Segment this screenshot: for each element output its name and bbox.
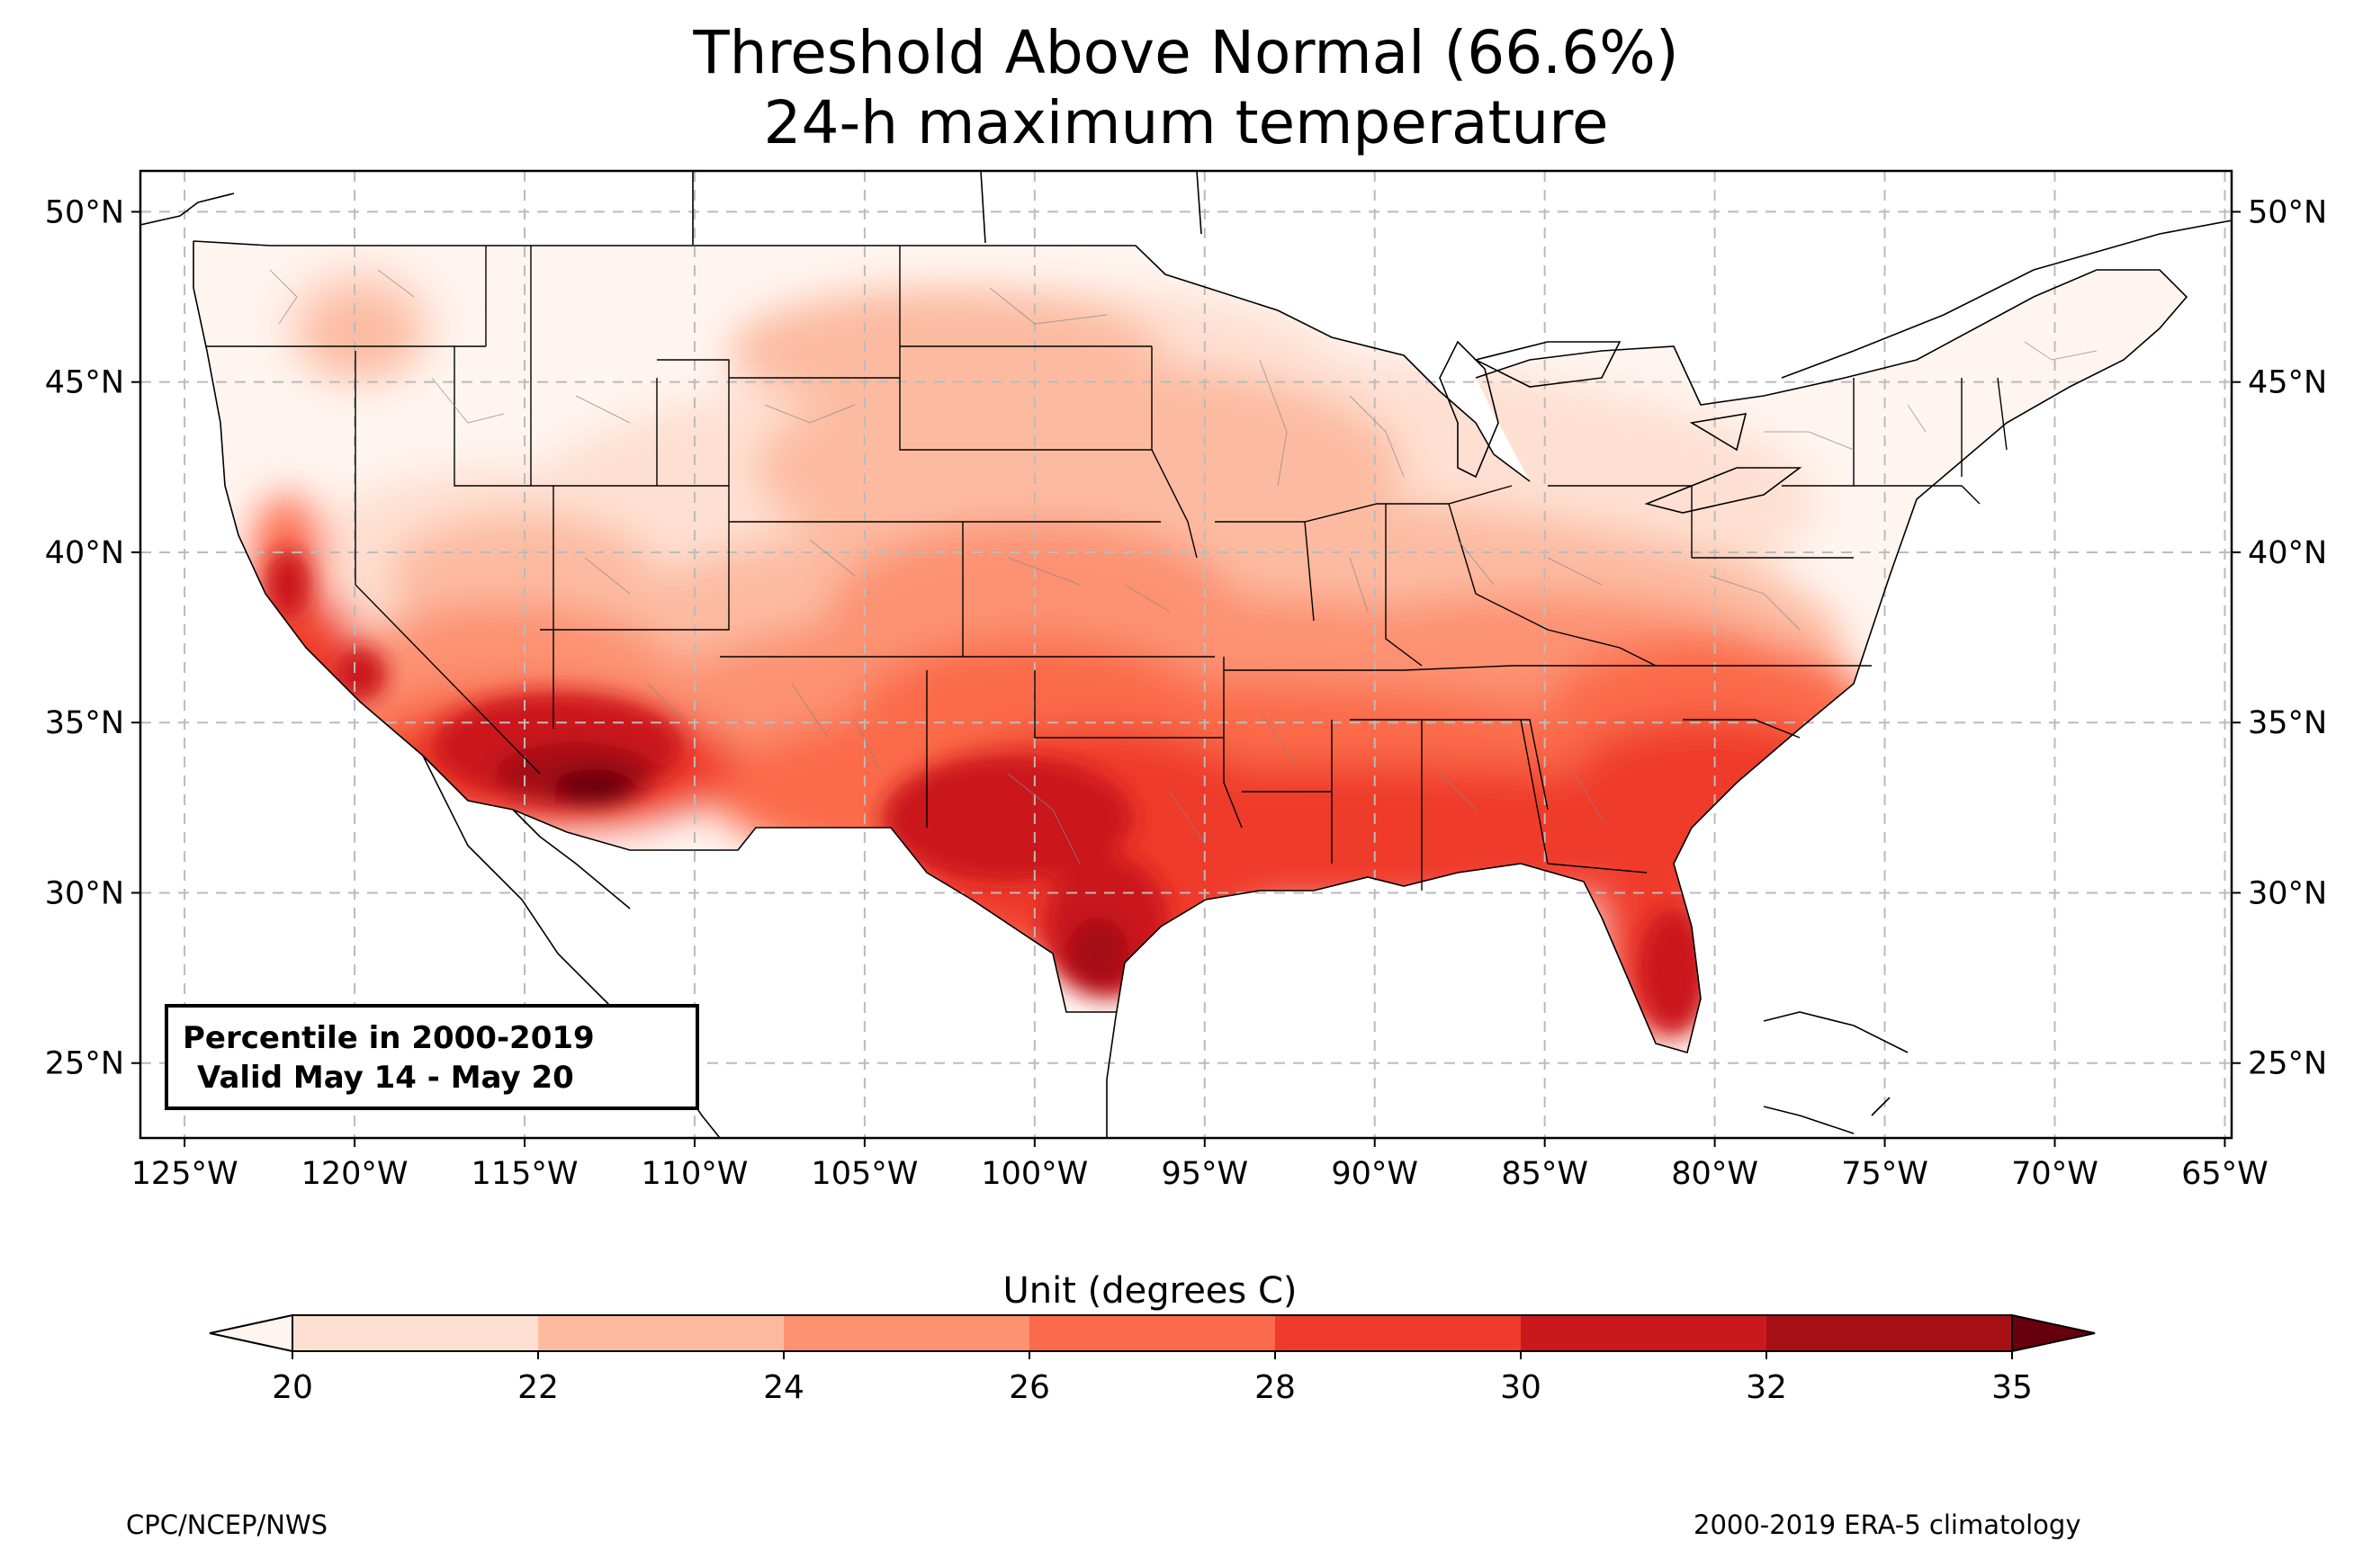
lat-tick-label-left: 30°N bbox=[45, 875, 124, 911]
lat-tick-label-right: 40°N bbox=[2248, 535, 2327, 571]
lat-tick-label-right: 35°N bbox=[2248, 705, 2327, 741]
colorbar-label: 35 bbox=[1991, 1369, 2033, 1406]
axis-ticks: 125°W 120°W 115°W 110°W 105°W 100°W 95°W 90°W 85… bbox=[45, 194, 2327, 1192]
lat-tick-label-right: 30°N bbox=[2248, 875, 2327, 911]
lon-tick-label: 100°W bbox=[981, 1156, 1088, 1192]
colorbar-extend-high bbox=[2011, 1313, 2096, 1353]
colorbar-segment bbox=[1521, 1315, 1767, 1351]
colorbar-label: 22 bbox=[517, 1369, 559, 1406]
lat-tick-label-right: 45°N bbox=[2248, 365, 2327, 401]
state-lines bbox=[205, 246, 2008, 891]
lat-tick-label-left: 35°N bbox=[45, 705, 124, 741]
lon-tick-label: 70°W bbox=[2011, 1156, 2098, 1192]
lon-tick-label: 110°W bbox=[641, 1156, 748, 1192]
lat-tick-label-right: 50°N bbox=[2248, 194, 2327, 230]
map-frame bbox=[139, 169, 2233, 1140]
lon-tick-label: 125°W bbox=[131, 1156, 238, 1192]
footer-climatology: 2000-2019 ERA-5 climatology bbox=[1694, 1510, 2081, 1540]
colorbar-title: Unit (degrees C) bbox=[1002, 1270, 1297, 1312]
colorbar-label: 28 bbox=[1254, 1369, 1296, 1406]
lat-tick-label-left: 50°N bbox=[45, 194, 124, 230]
state-borders bbox=[205, 246, 2008, 891]
great-lakes bbox=[1439, 340, 1802, 514]
county-lines bbox=[269, 269, 2098, 865]
colorbar-label: 20 bbox=[272, 1369, 313, 1406]
temperature-field bbox=[193, 241, 2187, 1053]
colorbar-segment bbox=[1029, 1315, 1276, 1351]
info-box: Percentile in 2000-2019 Valid May 14 - M… bbox=[165, 1004, 699, 1110]
lat-tick-label-left: 25°N bbox=[45, 1046, 124, 1082]
gridlines bbox=[140, 171, 2232, 1138]
lat-tick-label-right: 25°N bbox=[2248, 1046, 2327, 1082]
colorbar-label: 30 bbox=[1500, 1369, 1541, 1406]
canada-coast bbox=[140, 171, 2232, 379]
colorbar-label: 26 bbox=[1009, 1369, 1050, 1406]
colorbar-labels: 20 22 24 26 28 30 32 35 bbox=[272, 1351, 2033, 1406]
lon-tick-label: 90°W bbox=[1331, 1156, 1418, 1192]
title-block: Threshold Above Normal (66.6%) 24-h maxi… bbox=[0, 18, 2372, 158]
colorbar-label: 32 bbox=[1746, 1369, 1787, 1406]
colorbar-segment bbox=[784, 1315, 1030, 1351]
colorbar-extend-low bbox=[209, 1313, 293, 1353]
lon-tick-label: 75°W bbox=[1841, 1156, 1928, 1192]
lon-tick-label: 65°W bbox=[2181, 1156, 2269, 1192]
lat-tick-label-left: 45°N bbox=[45, 365, 124, 401]
lon-tick-label: 105°W bbox=[811, 1156, 918, 1192]
lon-tick-label: 85°W bbox=[1501, 1156, 1588, 1192]
lon-tick-label: 95°W bbox=[1161, 1156, 1248, 1192]
info-box-line-2: Valid May 14 - May 20 bbox=[197, 1060, 574, 1096]
cuba-bahamas bbox=[1763, 1011, 1909, 1134]
colorbar-segment bbox=[538, 1315, 785, 1351]
footer-source: CPC/NCEP/NWS bbox=[126, 1510, 328, 1540]
lon-tick-label: 80°W bbox=[1671, 1156, 1758, 1192]
info-box-line-1: Percentile in 2000-2019 bbox=[183, 1020, 595, 1056]
colorbar-segment bbox=[1766, 1315, 2013, 1351]
colorbar: Unit (degrees C) 20 22 24 26 28 30 32 35 bbox=[209, 1270, 2096, 1406]
coastlines-and-borders bbox=[140, 171, 2232, 1138]
colorbar-segment bbox=[1275, 1315, 1522, 1351]
lat-tick-label-left: 40°N bbox=[45, 535, 124, 571]
title-line-1: Threshold Above Normal (66.6%) bbox=[693, 18, 1679, 87]
lon-tick-label: 115°W bbox=[472, 1156, 579, 1192]
colorbar-label: 24 bbox=[763, 1369, 804, 1406]
colorbar-segment bbox=[292, 1315, 539, 1351]
colorbar-segments bbox=[209, 1313, 2096, 1353]
colorbar-outline bbox=[292, 1314, 2013, 1352]
lon-tick-label: 120°W bbox=[301, 1156, 409, 1192]
title-line-2: 24-h maximum temperature bbox=[763, 88, 1609, 157]
